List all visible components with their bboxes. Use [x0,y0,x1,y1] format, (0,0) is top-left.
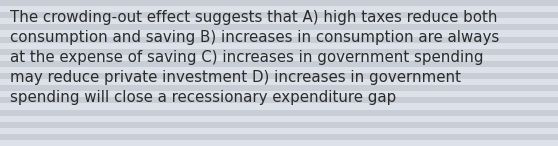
Bar [0,67,558,73]
Bar [0,79,558,85]
Bar [0,97,558,103]
Bar [0,36,558,43]
Bar [0,55,558,61]
Bar [0,73,558,79]
Bar [0,6,558,12]
Bar [0,103,558,110]
Bar [0,110,558,116]
Bar [0,0,558,6]
Bar [0,134,558,140]
Bar [0,140,558,146]
Bar [0,12,558,18]
Bar [0,91,558,97]
Bar [0,85,558,91]
Text: The crowding-out effect suggests that A) high taxes reduce both
consumption and : The crowding-out effect suggests that A)… [10,10,499,105]
Bar [0,49,558,55]
Bar [0,116,558,122]
Bar [0,122,558,128]
Bar [0,30,558,36]
Bar [0,43,558,49]
Bar [0,128,558,134]
Bar [0,24,558,30]
Bar [0,18,558,24]
Bar [0,61,558,67]
